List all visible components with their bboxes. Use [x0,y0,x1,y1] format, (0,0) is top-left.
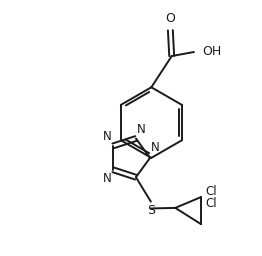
Text: Cl: Cl [205,197,217,209]
Text: N: N [103,130,112,143]
Text: N: N [103,172,112,185]
Text: N: N [137,123,146,136]
Text: OH: OH [202,46,221,58]
Text: N: N [151,141,160,154]
Text: Cl: Cl [205,185,217,198]
Text: S: S [147,204,155,217]
Text: O: O [165,12,175,25]
